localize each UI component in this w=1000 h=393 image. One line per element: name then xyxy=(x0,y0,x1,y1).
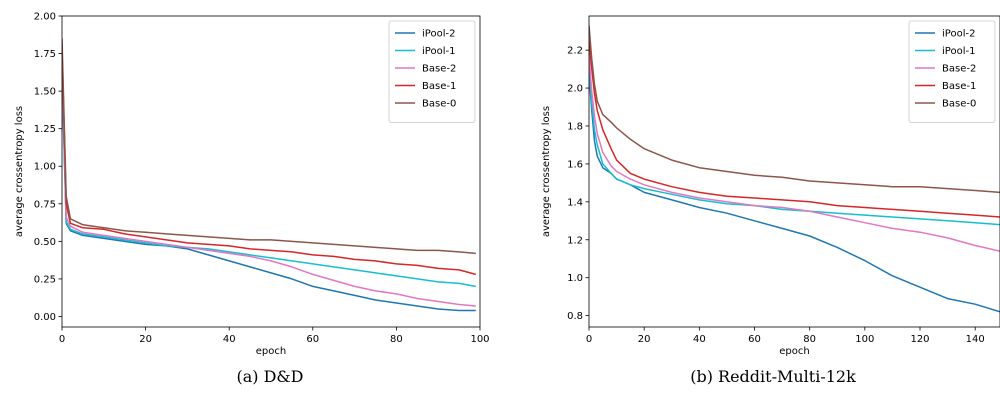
y-tick-label: 2.2 xyxy=(567,46,583,57)
figure-caption: (b) Reddit-Multi-12k xyxy=(690,367,856,386)
series-line-ipool-1 xyxy=(589,65,1000,226)
legend-entry-base-0: Base-0 xyxy=(422,99,456,110)
x-tick-label: 140 xyxy=(966,334,985,345)
axes-frame xyxy=(588,15,1000,328)
figure-caption: (a) D&D xyxy=(236,367,303,386)
legend-entry-ipool-2: iPool-2 xyxy=(422,29,455,40)
y-tick-label: 1.6 xyxy=(567,159,583,170)
legend-entry-base-0: Base-0 xyxy=(942,99,976,110)
y-tick-label: 1.8 xyxy=(567,121,583,132)
x-axis-label: epoch xyxy=(779,346,809,357)
legend-entry-base-2: Base-2 xyxy=(942,64,976,75)
y-tick-label: 0.8 xyxy=(567,311,583,322)
legend-box xyxy=(908,20,996,123)
series-line-base-2 xyxy=(589,53,1000,252)
x-tick-label: 20 xyxy=(139,334,152,345)
y-tick-label: 1.2 xyxy=(567,235,583,246)
series-line-ipool-2 xyxy=(62,76,476,312)
legend-entry-ipool-2: iPool-2 xyxy=(942,29,975,40)
series-line-base-1 xyxy=(589,40,1000,218)
legend-box xyxy=(388,20,476,123)
y-tick-label: 2.0 xyxy=(567,84,583,95)
series-line-base-1 xyxy=(62,49,476,276)
series-line-base-2 xyxy=(62,53,476,307)
y-tick-label: 1.0 xyxy=(567,273,583,284)
x-axis-label: epoch xyxy=(256,346,286,357)
legend: iPool-2 iPool-1 Base-2 Base-1 Base-0 xyxy=(908,20,996,123)
x-tick-label: 120 xyxy=(910,334,929,345)
y-tick-label: 0.00 xyxy=(34,312,56,323)
y-axis-label: average crossentropy loss xyxy=(14,106,25,237)
series-line-ipool-2 xyxy=(589,72,1000,313)
plot-area xyxy=(589,25,1000,313)
axes-frame xyxy=(61,15,481,328)
y-tick-label: 1.4 xyxy=(567,197,583,208)
chart-dd: 0 20 40 60 80 100 0.00 0.25 0.50 0.75 1.00 1.25 1.50… xyxy=(14,12,490,387)
x-tick-label: 80 xyxy=(803,334,816,345)
x-tick-label: 0 xyxy=(586,334,592,345)
y-axis-label: average crossentropy loss xyxy=(541,106,552,237)
series-line-base-0 xyxy=(589,25,1000,194)
legend: iPool-2 iPool-1 Base-2 Base-1 Base-0 xyxy=(388,20,476,123)
series-line-base-0 xyxy=(62,38,476,255)
legend-entry-ipool-1: iPool-1 xyxy=(942,46,975,57)
x-tick-label: 40 xyxy=(223,334,236,345)
x-tick-label: 60 xyxy=(748,334,761,345)
y-tick-label: 1.25 xyxy=(34,124,56,135)
y-tick-label: 0.25 xyxy=(34,274,56,285)
y-tick-label: 1.50 xyxy=(34,87,56,98)
series-line-ipool-1 xyxy=(62,61,476,288)
x-tick-label: 100 xyxy=(470,334,489,345)
legend-entry-ipool-1: iPool-1 xyxy=(422,46,455,57)
x-tick-label: 40 xyxy=(693,334,706,345)
legend-entry-base-1: Base-1 xyxy=(942,81,976,92)
y-tick-label: 0.75 xyxy=(34,199,56,210)
chart-reddit-multi-12k: 0 20 40 60 80 100 120 140 0.8 1.0 1.2 1.4 1.6 1.8 2.0 2… xyxy=(541,15,1000,386)
x-tick-label: 80 xyxy=(390,334,403,345)
legend-entry-base-2: Base-2 xyxy=(422,64,456,75)
x-tick-label: 100 xyxy=(855,334,874,345)
y-tick-label: 1.75 xyxy=(34,49,56,60)
y-tick-label: 2.00 xyxy=(34,12,56,23)
x-tick-label: 0 xyxy=(59,334,65,345)
x-tick-label: 60 xyxy=(306,334,319,345)
y-tick-label: 0.50 xyxy=(34,237,56,248)
plot-area xyxy=(62,38,476,312)
x-tick-label: 20 xyxy=(638,334,651,345)
legend-entry-base-1: Base-1 xyxy=(422,81,456,92)
y-tick-label: 1.00 xyxy=(34,162,56,173)
